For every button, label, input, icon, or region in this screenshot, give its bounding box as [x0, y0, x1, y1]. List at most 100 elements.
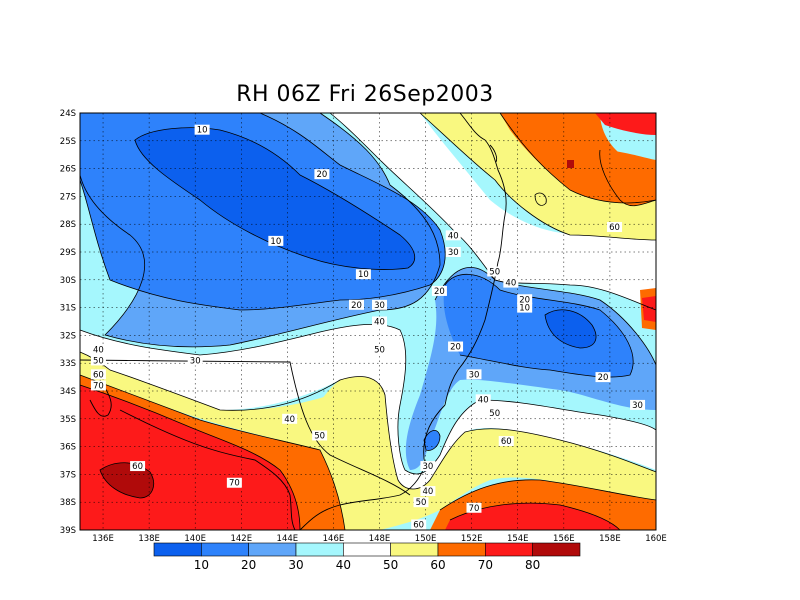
map-frame [79, 112, 657, 531]
contour-label: 40 [448, 231, 459, 241]
contour-label: 20 [598, 373, 609, 383]
contour-label-bg [90, 355, 106, 366]
contour-label-bg [431, 285, 447, 296]
contour-label-bg [630, 399, 646, 410]
contour-label: 70 [469, 504, 480, 514]
contour-line [599, 149, 657, 207]
lat-tick-label: 25S [60, 137, 76, 147]
band-lt10-west [135, 127, 415, 270]
contour-label-bg [268, 235, 284, 246]
lon-tick-label: 140E [184, 534, 206, 544]
contour-label: 20 [317, 170, 328, 180]
lon-tick-label: 144E [277, 534, 299, 544]
lat-tick-label: 30S [60, 276, 76, 286]
lat-tick-label: 34S [60, 387, 76, 397]
lat-tick-label: 29S [60, 248, 76, 258]
contour-label: 30 [448, 248, 459, 258]
lat-tick-label: 38S [60, 498, 76, 508]
colorbar-swatch [153, 542, 202, 557]
lon-tick-label: 154E [507, 534, 529, 544]
lat-tick-label: 31S [60, 304, 76, 314]
contour-label: 50 [416, 498, 427, 508]
colorbar-swatch [295, 542, 344, 557]
contour-label-bg [517, 302, 533, 313]
contour-label-bg [314, 169, 330, 180]
contour-line [423, 430, 441, 451]
coastline-island [489, 144, 498, 163]
colorbar-swatch [201, 542, 249, 557]
contour-label-bg [487, 408, 503, 419]
lat-tick-label: 24S [60, 109, 76, 119]
band-50-60-w [80, 352, 330, 450]
band-10-20-south-blob [424, 430, 440, 451]
contour-label-bg [372, 316, 388, 327]
colorbar-swatch [390, 542, 439, 557]
lat-tick-label: 32S [60, 331, 76, 341]
contour-line [419, 112, 657, 241]
colorbar-label: 10 [194, 558, 209, 572]
coastline-sw [119, 409, 296, 531]
lat-tick-label: 35S [60, 415, 76, 425]
lon-tick-label: 156E [553, 534, 575, 544]
band-50-60-sc [300, 376, 656, 530]
lat-tick-labels: 24S 25S 26S 27S 28S 29S 30S 31S 32S 33S 34S 35S 36S 3… [60, 109, 76, 536]
band-60-70-ne2 [599, 150, 656, 206]
contour-label: 30 [190, 356, 201, 366]
contour-label-bg [420, 486, 436, 497]
contour-label: 20 [351, 301, 362, 311]
band-70-80-e [642, 296, 656, 322]
contour-label: 30 [632, 401, 643, 411]
lon-tick-label: 160E [645, 534, 667, 544]
lon-tick-labels: 136E 138E 140E 142E 144E 146E 148E 150E 152E 154E… [92, 534, 667, 544]
lat-tick-label: 27S [60, 192, 76, 202]
contour-label-bg [411, 519, 427, 530]
contour-label: 60 [609, 223, 620, 233]
contour-label: 40 [505, 279, 516, 289]
contour-label: 60 [413, 520, 424, 530]
gridlines [80, 113, 657, 530]
contour-label: 40 [284, 415, 295, 425]
contour-label-bg [475, 394, 491, 405]
contour-label: 40 [478, 395, 489, 405]
contour-label-bg [90, 380, 106, 391]
contour-lines [79, 112, 657, 531]
contour-label: 60 [93, 370, 104, 380]
contour-line [79, 323, 657, 475]
colorbar-label: 30 [288, 558, 303, 572]
colorbar-swatch [437, 542, 486, 557]
lon-tick-label: 158E [599, 534, 621, 544]
lon-tick-label: 148E [369, 534, 391, 544]
coastline [79, 112, 507, 531]
contour-label-bg [355, 269, 371, 280]
contour-label-bg [498, 436, 514, 447]
contour-label-bg [194, 124, 210, 135]
lat-tick-label: 33S [60, 359, 76, 369]
contour-label-bg [466, 502, 482, 513]
contour-label: 10 [197, 126, 208, 136]
contour-label: 50 [489, 267, 500, 277]
contour-line [434, 267, 657, 366]
colorbar-swatch [248, 542, 297, 557]
contour-label: 60 [132, 462, 143, 472]
contour-label-bg [517, 294, 533, 305]
lat-tick-label: 28S [60, 220, 76, 230]
colorbar-label: 60 [430, 558, 445, 572]
band-70-80-ne [595, 113, 656, 135]
contour-label-bg [372, 344, 388, 355]
contour-label-bg [487, 266, 503, 277]
colorbar-swatch [532, 542, 581, 557]
contour-line [534, 192, 547, 206]
contour-line [439, 479, 657, 511]
lat-tick-label: 39S [60, 526, 76, 536]
contour-label-bg [448, 341, 464, 352]
contour-label: 10 [270, 237, 281, 247]
contour-label-bg [595, 372, 611, 383]
contour-label-bg [372, 299, 388, 310]
map-title: RH 06Z Fri 26Sep2003 [236, 82, 494, 107]
contour-label-bg [503, 277, 519, 288]
coastline-south [299, 404, 446, 531]
contour-label: 60 [501, 437, 512, 447]
contour-line [79, 374, 346, 531]
contour-label: 10 [519, 304, 530, 314]
